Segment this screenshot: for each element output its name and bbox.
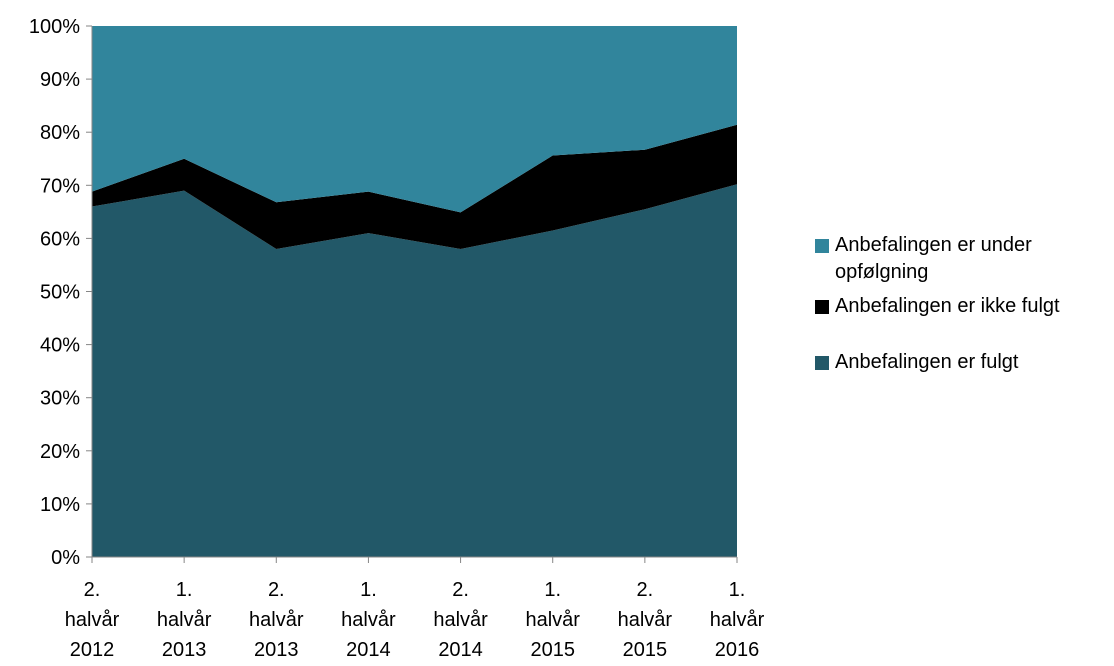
x-tick-label: 2014 xyxy=(438,639,483,661)
legend-label-fulgt: Anbefalingen er fulgt xyxy=(835,351,1019,373)
x-tick-label: 2016 xyxy=(715,639,760,661)
y-tick-label: 10% xyxy=(40,494,80,516)
chart-areas xyxy=(92,26,737,558)
x-tick-label: halvår xyxy=(710,609,765,631)
chart-axes xyxy=(86,25,738,563)
legend-swatch-under-opfoelgning xyxy=(815,239,829,253)
legend-item-under-opfoelgning: Anbefalingen er under opfølgning xyxy=(815,232,1114,286)
x-tick-label: 2. xyxy=(637,579,654,601)
x-tick-label: halvår xyxy=(157,609,212,631)
y-tick-label: 20% xyxy=(40,441,80,463)
y-tick-label: 60% xyxy=(40,228,80,250)
y-tick-label: 50% xyxy=(40,282,80,304)
x-tick-label: halvår xyxy=(618,609,673,631)
y-tick-label: 70% xyxy=(40,175,80,197)
x-tick-label: 2014 xyxy=(346,639,391,661)
x-tick-label: halvår xyxy=(433,609,488,631)
x-tick-label: 2013 xyxy=(162,639,207,661)
area-series-1 xyxy=(92,124,737,250)
area-series-0 xyxy=(92,184,737,558)
x-tick-label: 2. xyxy=(84,579,101,601)
x-tick-label: 1. xyxy=(360,579,377,601)
legend-item-fulgt: Anbefalingen er fulgt xyxy=(815,349,1114,376)
legend-label-under-opfoelgning: Anbefalingen er under opfølgning xyxy=(835,234,1032,283)
x-tick-label: 2. xyxy=(452,579,469,601)
y-tick-label: 100% xyxy=(29,16,80,38)
y-tick-label: 0% xyxy=(51,547,80,569)
y-axis-ticks: 0% 10% 20% 30% 40% 50% 60% 70% 80% 90% 100% xyxy=(29,16,80,569)
x-tick-label: 1. xyxy=(544,579,561,601)
legend-label-ikke-fulgt: Anbefalingen er ikke fulgt xyxy=(835,295,1060,317)
x-axis-ticks: 2. halvår 2012 1. halvår 2013 2. halvår 2013 1. ha… xyxy=(65,579,765,661)
x-tick-label: 2013 xyxy=(254,639,299,661)
legend-item-ikke-fulgt: Anbefalingen er ikke fulgt xyxy=(815,293,1114,320)
legend-swatch-ikke-fulgt xyxy=(815,300,829,314)
x-tick-label: 2015 xyxy=(623,639,668,661)
x-tick-label: 2012 xyxy=(70,639,115,661)
legend: Anbefalingen er under opfølgning Anbefal… xyxy=(815,232,1114,376)
y-tick-label: 80% xyxy=(40,122,80,144)
x-tick-label: halvår xyxy=(249,609,304,631)
x-tick-label: 1. xyxy=(729,579,746,601)
y-tick-label: 40% xyxy=(40,335,80,357)
x-tick-label: 2. xyxy=(268,579,285,601)
x-tick-label: halvår xyxy=(65,609,120,631)
area-series-2 xyxy=(92,26,737,213)
y-tick-label: 30% xyxy=(40,388,80,410)
x-tick-label: halvår xyxy=(341,609,396,631)
x-tick-label: 2015 xyxy=(530,639,575,661)
x-tick-label: halvår xyxy=(525,609,580,631)
legend-swatch-fulgt xyxy=(815,356,829,370)
x-tick-label: 1. xyxy=(176,579,193,601)
y-tick-label: 90% xyxy=(40,69,80,91)
